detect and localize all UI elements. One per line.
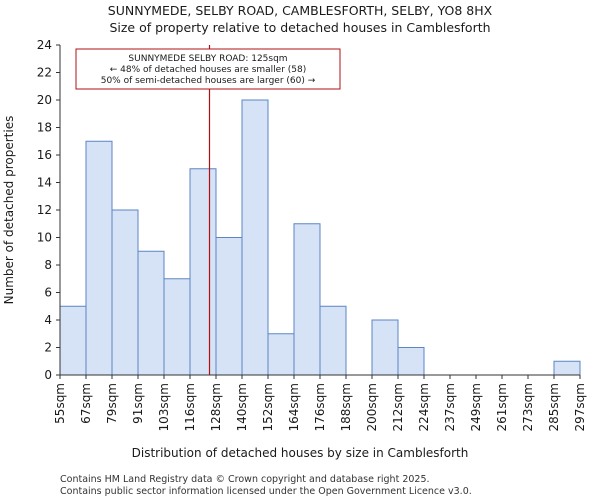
- x-tick-label-297sqm: 297sqm: [573, 383, 587, 431]
- chart-title-line1: SUNNYMEDE, SELBY ROAD, CAMBLESFORTH, SEL…: [108, 3, 493, 18]
- x-tick-label-176sqm: 176sqm: [313, 383, 327, 431]
- x-ticks-group: 55sqm 67sqm 79sqm 91sqm 103sqm 116sqm 128sqm 14…: [53, 375, 587, 431]
- histogram-bar-91sqm: [137, 250, 165, 376]
- histogram-bar-200sqm: [371, 319, 399, 376]
- histogram-bar-55sqm: [59, 305, 87, 376]
- x-tick-label-55sqm: 55sqm: [53, 383, 67, 424]
- x-tick-label-91sqm: 91sqm: [131, 383, 145, 424]
- y-tick-label: 24: [37, 38, 52, 52]
- y-tick-label: 18: [37, 121, 52, 135]
- x-tick-label-249sqm: 249sqm: [469, 383, 483, 431]
- x-axis-label: Distribution of detached houses by size …: [132, 446, 469, 460]
- histogram-bar-164sqm: [293, 223, 321, 376]
- chart-title-line2: Size of property relative to detached ho…: [109, 20, 490, 35]
- histogram-bar-67sqm: [85, 140, 113, 376]
- histogram-bar-128sqm: [215, 237, 243, 376]
- x-tick-label-164sqm: 164sqm: [287, 383, 301, 431]
- annotation-line3: 50% of semi-detached houses are larger (…: [101, 76, 316, 86]
- x-tick-label-140sqm: 140sqm: [235, 383, 249, 431]
- y-tick-label: 20: [37, 93, 52, 107]
- annotation-line2: ← 48% of detached houses are smaller (58…: [110, 65, 307, 75]
- y-tick-label: 2: [44, 341, 52, 355]
- histogram-bar-116sqm: [189, 168, 217, 376]
- x-tick-label-237sqm: 237sqm: [443, 383, 457, 431]
- y-tick-label: 6: [44, 286, 52, 300]
- y-tick-label: 12: [37, 203, 52, 217]
- y-tick-label: 0: [44, 368, 52, 382]
- histogram-bar-140sqm: [241, 99, 269, 376]
- bars-group: [59, 99, 581, 376]
- x-tick-label-224sqm: 224sqm: [417, 383, 431, 431]
- x-tick-label-261sqm: 261sqm: [495, 383, 509, 431]
- histogram-bar-212sqm: [397, 347, 425, 376]
- y-tick-label: 8: [44, 258, 52, 272]
- histogram-bar-285sqm: [553, 360, 581, 376]
- x-tick-label-273sqm: 273sqm: [521, 383, 535, 431]
- y-tick-label: 4: [44, 313, 52, 327]
- y-tick-label: 10: [37, 231, 52, 245]
- footer-line1: Contains HM Land Registry data © Crown c…: [60, 474, 430, 485]
- x-tick-label-188sqm: 188sqm: [339, 383, 353, 431]
- x-tick-label-103sqm: 103sqm: [157, 383, 171, 431]
- x-tick-label-200sqm: 200sqm: [365, 383, 379, 431]
- histogram-bar-103sqm: [163, 278, 191, 376]
- x-tick-label-79sqm: 79sqm: [105, 383, 119, 424]
- histogram-bar-79sqm: [111, 209, 139, 376]
- x-tick-label-285sqm: 285sqm: [547, 383, 561, 431]
- x-tick-label-116sqm: 116sqm: [183, 383, 197, 431]
- y-tick-label: 22: [37, 66, 52, 80]
- annotation-box: [75, 48, 341, 90]
- histogram-bar-176sqm: [319, 305, 347, 376]
- y-tick-label: 14: [37, 176, 52, 190]
- histogram-bar-152sqm: [267, 333, 295, 376]
- y-axis-label: Number of detached properties: [2, 116, 16, 305]
- x-tick-label-152sqm: 152sqm: [261, 383, 275, 431]
- annotation-line1: SUNNYMEDE SELBY ROAD: 125sqm: [128, 54, 287, 64]
- x-tick-label-67sqm: 67sqm: [79, 383, 93, 424]
- x-tick-label-128sqm: 128sqm: [209, 383, 223, 431]
- footer-line2: Contains public sector information licen…: [60, 486, 472, 497]
- y-tick-label: 16: [37, 148, 52, 162]
- x-tick-label-212sqm: 212sqm: [391, 383, 405, 431]
